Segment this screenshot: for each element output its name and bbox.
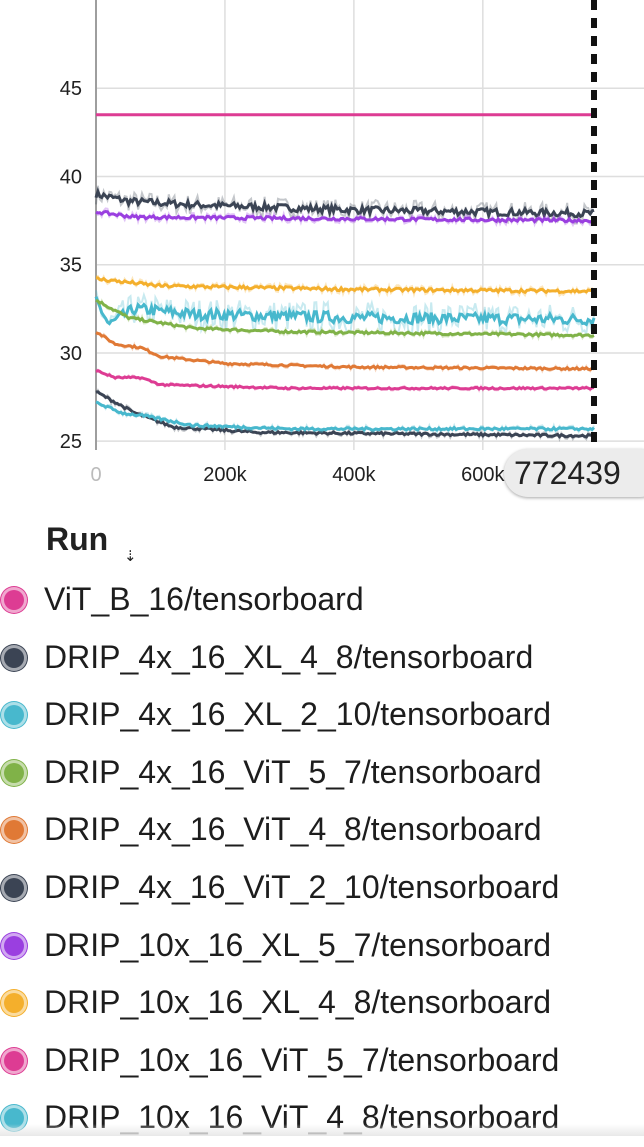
series-color-dot	[1, 587, 27, 613]
legend-label: DRIP_10x_16_XL_4_8/tensorboard	[44, 984, 552, 1021]
series-line	[95, 276, 595, 295]
series-line	[95, 400, 596, 432]
series-color-dot	[1, 990, 27, 1017]
series-layer	[94, 113, 596, 443]
series-line	[94, 186, 595, 221]
run-column-header[interactable]: Run	[46, 521, 109, 557]
legend-label: DRIP_4x_16_XL_2_10/tensorboard	[44, 696, 552, 733]
x-tick-label: 200k	[203, 464, 247, 486]
series-line	[94, 296, 596, 328]
y-tick-label: 40	[60, 166, 82, 188]
series-line	[95, 209, 595, 224]
y-tick-label: 30	[60, 343, 82, 365]
legend-item[interactable]: DRIP_10x_16_XL_4_8/tensorboard	[0, 974, 644, 1032]
hover-step-badge: 772439	[504, 449, 644, 497]
arrow-down-icon[interactable]: ⇣	[124, 548, 137, 565]
legend-label: DRIP_4x_16_ViT_4_8/tensorboard	[44, 811, 542, 848]
legend-item[interactable]: DRIP_10x_16_ViT_4_8/tensorboard	[0, 1089, 644, 1147]
legend-item[interactable]: ViT_B_16/tensorboard	[0, 571, 644, 629]
legend-item[interactable]: DRIP_4x_16_ViT_4_8/tensorboard	[0, 801, 644, 859]
series-line	[95, 298, 595, 339]
series-line	[95, 369, 595, 391]
legend-label: DRIP_10x_16_ViT_5_7/tensorboard	[44, 1041, 560, 1078]
legend-label: DRIP_4x_16_ViT_5_7/tensorboard	[44, 753, 542, 790]
legend-label: DRIP_10x_16_XL_5_7/tensorboard	[44, 926, 552, 963]
series-line	[95, 331, 595, 372]
series-color-dot	[1, 1047, 27, 1074]
series-line	[95, 390, 595, 439]
x-tick-label: 0	[90, 464, 101, 486]
legend-item[interactable]: DRIP_4x_16_ViT_5_7/tensorboard	[0, 744, 644, 802]
hover-step-label: 772439	[514, 455, 621, 491]
legend-item[interactable]: DRIP_4x_16_XL_2_10/tensorboard	[0, 686, 644, 744]
legend-item[interactable]: DRIP_4x_16_XL_4_8/tensorboard	[0, 629, 644, 687]
series-color-dot	[1, 875, 27, 901]
y-tick-label: 45	[60, 78, 82, 100]
series-color-dot	[1, 644, 27, 671]
scroll-fade	[0, 1124, 644, 1136]
y-axis-ticks: 25 30 35 40 45	[60, 78, 82, 453]
legend-label: ViT_B_16/tensorboard	[44, 581, 364, 617]
legend-item[interactable]: DRIP_10x_16_XL_5_7/tensorboard	[0, 917, 644, 975]
legend-item[interactable]: DRIP_10x_16_ViT_5_7/tensorboard	[0, 1032, 644, 1090]
x-tick-label: 400k	[332, 464, 376, 486]
series-color-dot	[1, 932, 27, 959]
legend-label: DRIP_4x_16_XL_4_8/tensorboard	[44, 638, 534, 675]
y-tick-label: 25	[60, 431, 82, 453]
series-raw-line	[95, 290, 595, 337]
x-axis-ticks: 0 200k 400k 600k	[90, 464, 505, 486]
chart-grid	[95, 0, 644, 450]
legend-item[interactable]: DRIP_4x_16_ViT_2_10/tensorboard	[0, 859, 644, 917]
y-tick-label: 35	[60, 255, 82, 277]
series-color-dot	[1, 759, 27, 786]
legend-label: DRIP_4x_16_ViT_2_10/tensorboard	[44, 869, 560, 905]
line-chart: 25 30 35 40 45 0 200k 400k 600k	[60, 0, 644, 486]
series-color-dot	[1, 702, 27, 729]
x-tick-label: 600k	[461, 464, 505, 486]
series-color-dot	[1, 817, 27, 844]
